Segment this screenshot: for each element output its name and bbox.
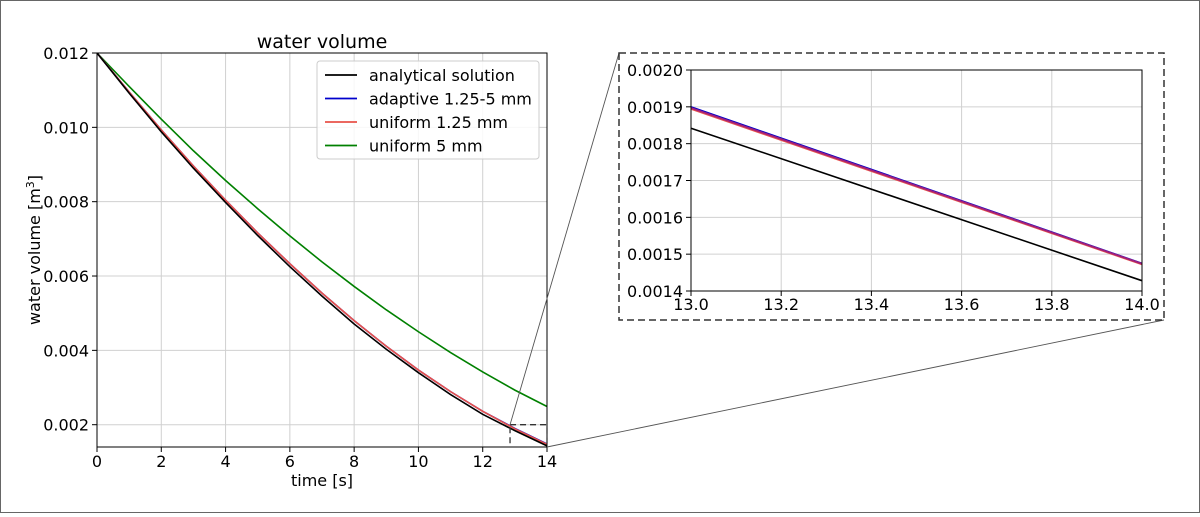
x-tick-label: 0 bbox=[92, 452, 102, 471]
x-tick-label: 10 bbox=[408, 452, 428, 471]
main-tick-labels: 0 2 4 6 8 10 12 14 0.002 0.004 0.006 0.008 0.010 0.01… bbox=[43, 44, 557, 471]
inset-series-line-0 bbox=[690, 127, 1143, 282]
y-axis-label-text: water volume [m bbox=[25, 188, 44, 325]
x-tick-label: 4 bbox=[220, 452, 230, 471]
inset-x-tick-label: 13.0 bbox=[673, 295, 709, 314]
inset-x-tick-label: 14.0 bbox=[1124, 295, 1160, 314]
inset-series-lines bbox=[690, 106, 1143, 282]
inset-y-tick-label: 0.0019 bbox=[627, 98, 683, 117]
inset-y-tick-label: 0.0016 bbox=[627, 208, 683, 227]
legend: analytical solution adaptive 1.25-5 mm uni… bbox=[316, 60, 540, 160]
zoom-connector-lines bbox=[509, 52, 1165, 448]
x-tick-label: 12 bbox=[473, 452, 493, 471]
y-axis-label: water volume [m3] bbox=[24, 175, 44, 325]
inset-y-tick-label: 0.0017 bbox=[627, 172, 683, 191]
legend-entry: uniform 1.25 mm bbox=[369, 113, 508, 132]
inset-tick-labels: 13.0 13.2 13.4 13.6 13.8 14.0 0.0014 0.0015 0.00… bbox=[627, 61, 1160, 314]
main-chart: 0 2 4 6 8 10 12 14 0.002 0.004 0.006 0.008 0.010 0.01… bbox=[24, 31, 557, 490]
x-axis-label: time [s] bbox=[291, 471, 353, 490]
series-line-3 bbox=[96, 52, 548, 408]
connector-line-bottom bbox=[546, 319, 1165, 448]
inset-dashed-frame bbox=[618, 52, 1165, 321]
legend-box bbox=[316, 60, 540, 160]
inset-x-tick-label: 13.2 bbox=[763, 295, 799, 314]
inset-y-tick-label: 0.0014 bbox=[627, 282, 683, 301]
x-tick-label: 2 bbox=[156, 452, 166, 471]
main-series-lines bbox=[96, 52, 548, 447]
connector-line-top bbox=[509, 52, 620, 425]
x-tick-label: 14 bbox=[537, 452, 557, 471]
inset-x-tick-label: 13.8 bbox=[1034, 295, 1070, 314]
inset-x-tick-label: 13.4 bbox=[854, 295, 890, 314]
main-axes-frame bbox=[96, 52, 548, 448]
y-axis-label-close: ] bbox=[25, 175, 44, 181]
legend-entry: uniform 5 mm bbox=[369, 137, 483, 156]
y-tick-label: 0.002 bbox=[43, 416, 89, 435]
x-tick-label: 6 bbox=[285, 452, 295, 471]
inset-y-tick-label: 0.0020 bbox=[627, 61, 683, 80]
y-tick-label: 0.012 bbox=[43, 44, 89, 63]
chart-title: water volume bbox=[257, 31, 388, 53]
inset-chart: 13.0 13.2 13.4 13.6 13.8 14.0 0.0014 0.0015 0.00… bbox=[618, 52, 1165, 321]
inset-y-tick-label: 0.0015 bbox=[627, 245, 683, 264]
y-tick-label: 0.004 bbox=[43, 341, 89, 360]
y-tick-label: 0.010 bbox=[43, 118, 89, 137]
series-line-2 bbox=[96, 52, 548, 446]
y-tick-label: 0.006 bbox=[43, 267, 89, 286]
inset-series-line-3 bbox=[690, 107, 1143, 265]
series-line-0 bbox=[96, 52, 548, 447]
y-tick-label: 0.008 bbox=[43, 193, 89, 212]
legend-entry: analytical solution bbox=[369, 66, 515, 85]
inset-x-tick-label: 13.6 bbox=[944, 295, 980, 314]
inset-y-tick-label: 0.0018 bbox=[627, 135, 683, 154]
y-axis-label-superscript: 3 bbox=[24, 181, 37, 188]
legend-entry: adaptive 1.25-5 mm bbox=[369, 90, 532, 109]
x-tick-label: 8 bbox=[349, 452, 359, 471]
